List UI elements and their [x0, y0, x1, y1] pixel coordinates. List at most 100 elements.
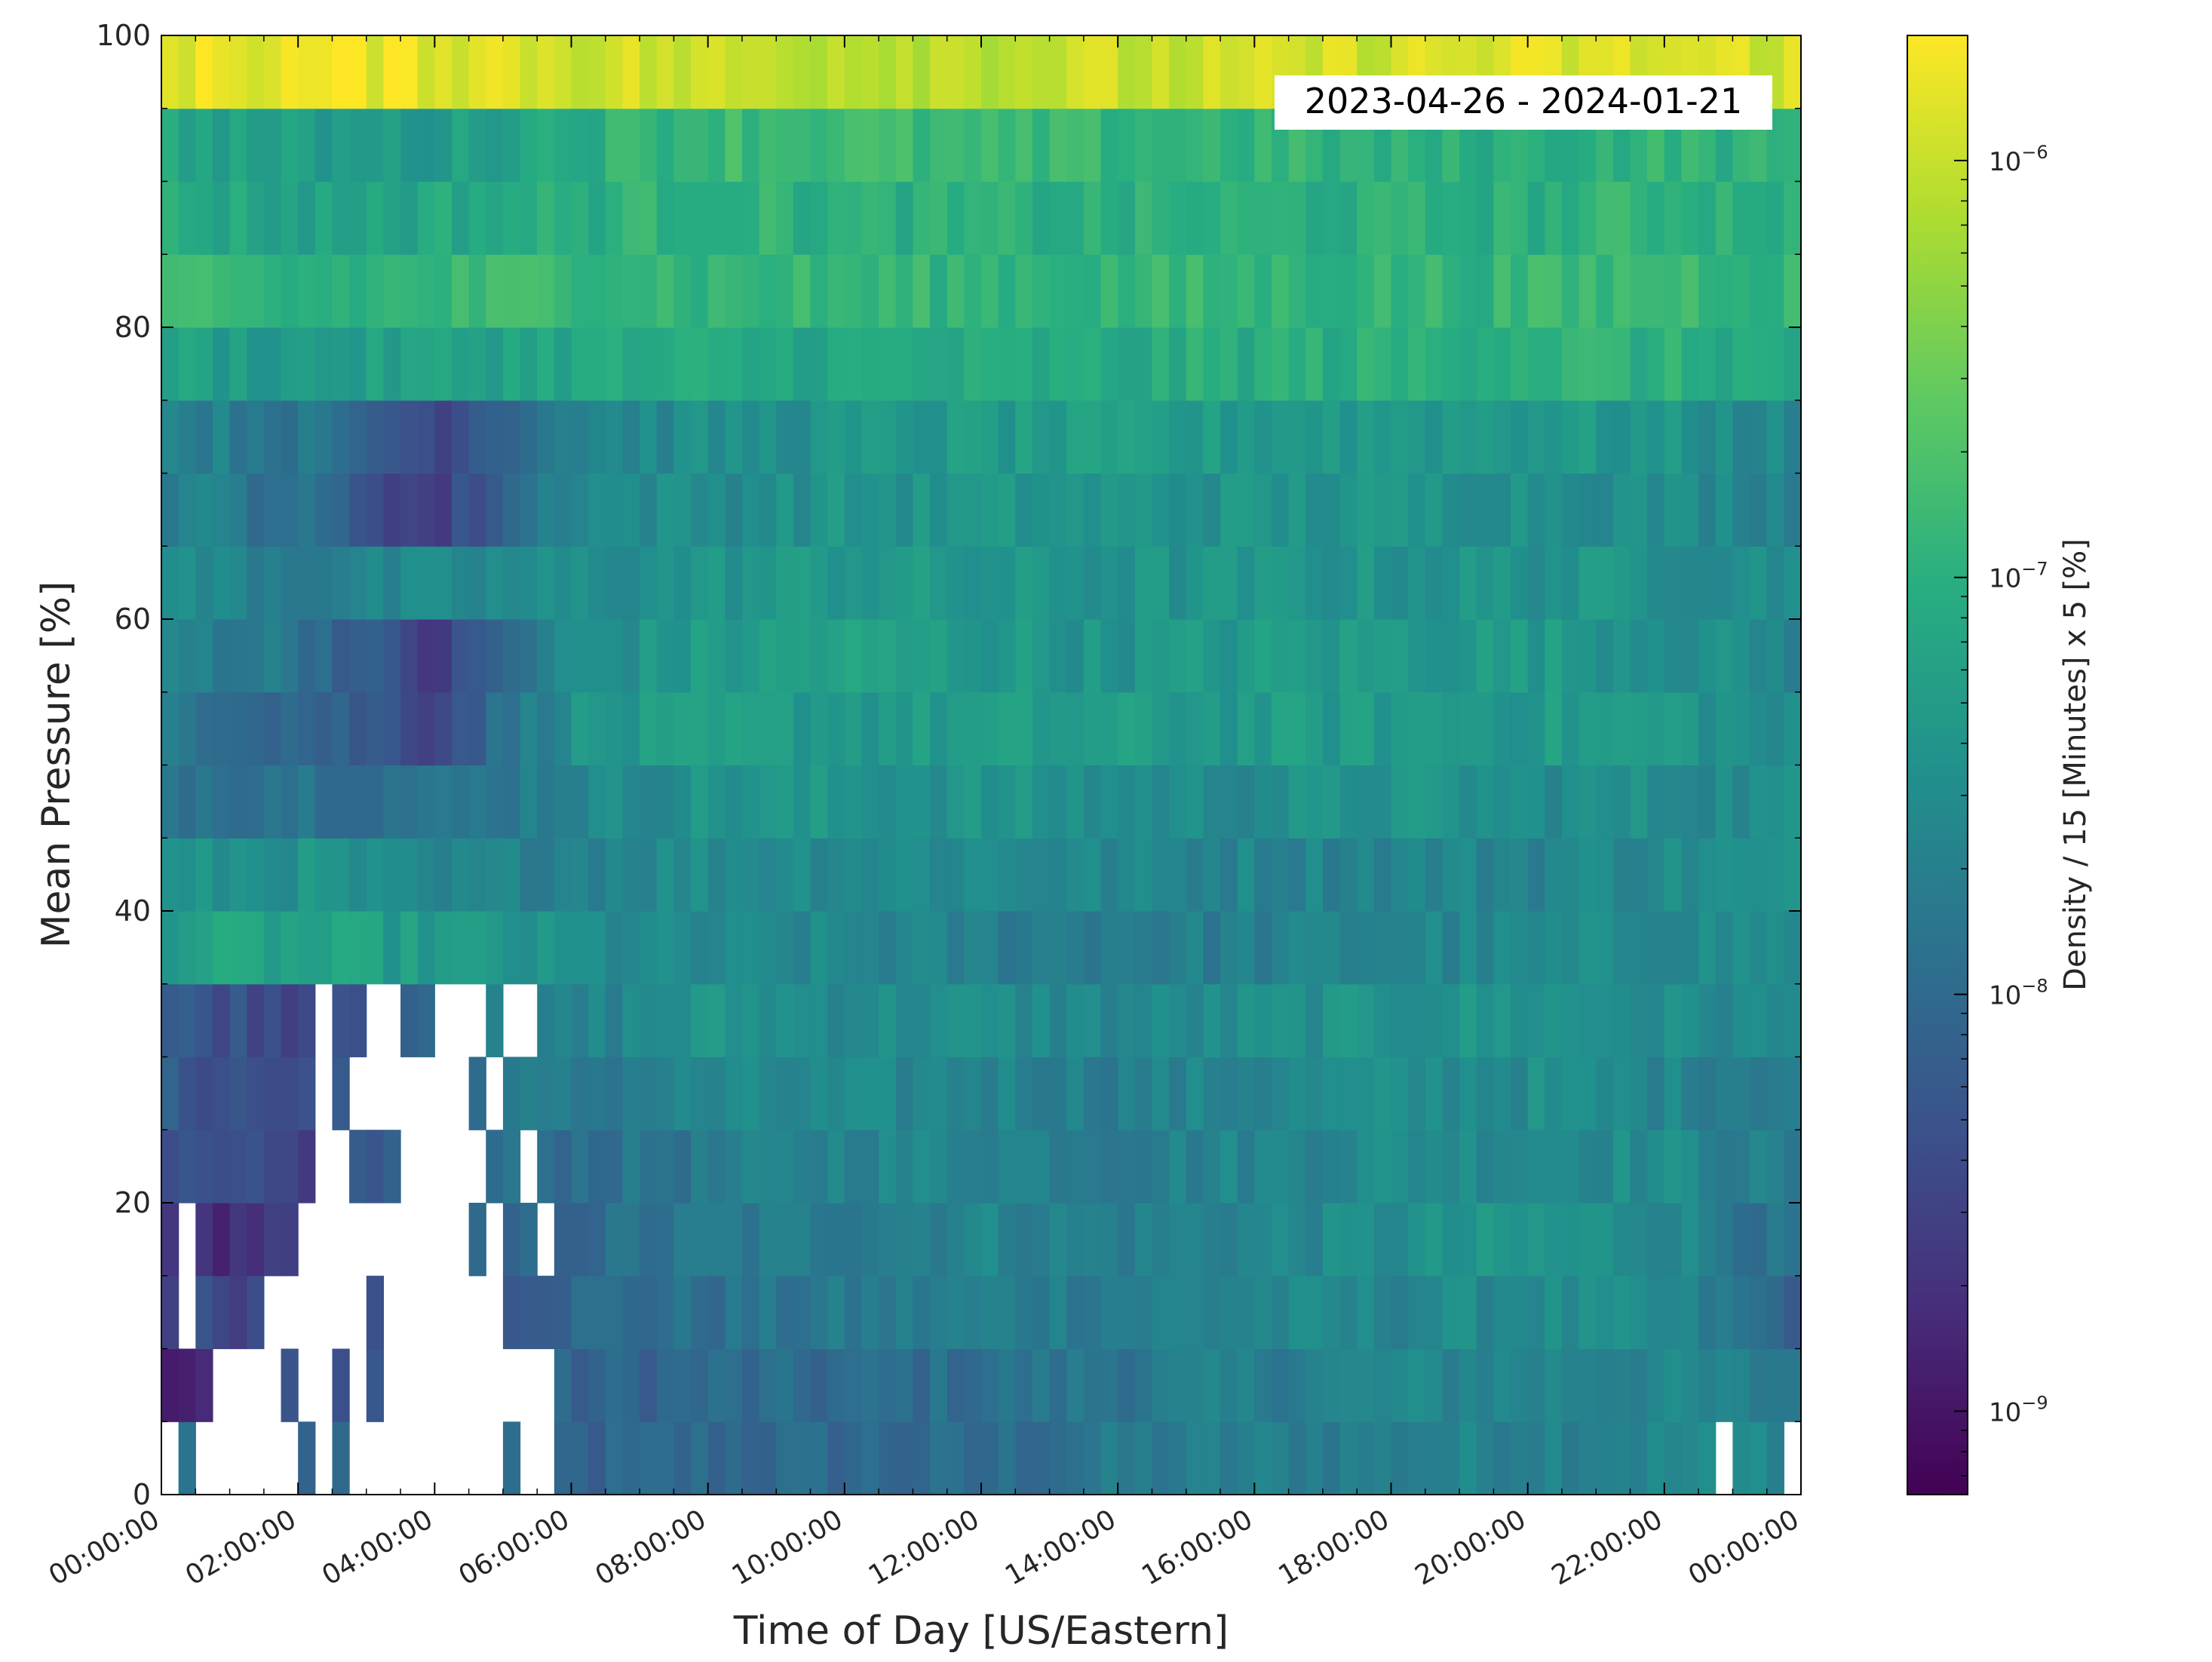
heatmap-cell	[332, 546, 350, 620]
heatmap-cell	[844, 838, 863, 912]
heatmap-cell	[520, 254, 538, 328]
heatmap-cell	[640, 108, 658, 182]
heatmap-cell	[1288, 983, 1306, 1058]
heatmap-cell	[451, 546, 470, 620]
heatmap-cell	[1647, 1421, 1665, 1495]
heatmap-cell	[1664, 400, 1683, 474]
heatmap-cell	[776, 254, 794, 328]
heatmap-cell	[776, 1203, 794, 1277]
heatmap-cell	[1066, 1348, 1085, 1422]
heatmap-cell	[417, 327, 435, 401]
heatmap-cell	[1288, 619, 1306, 693]
heatmap-cell	[1203, 1056, 1221, 1130]
heatmap-cell	[451, 838, 470, 912]
heatmap-cell	[1715, 765, 1734, 839]
heatmap-cell	[1511, 181, 1529, 255]
heatmap-cell	[1288, 546, 1306, 620]
heatmap-cell	[1220, 838, 1238, 912]
heatmap-cell	[656, 911, 674, 985]
heatmap-cell	[1152, 35, 1170, 109]
heatmap-cell	[400, 254, 419, 328]
heatmap-cell	[1784, 327, 1801, 401]
heatmap-cell	[1220, 35, 1238, 109]
heatmap-cell	[1750, 1421, 1768, 1495]
heatmap-cell	[349, 619, 367, 693]
heatmap-cell	[640, 181, 658, 255]
heatmap-cell	[502, 181, 521, 255]
heatmap-cell	[554, 181, 572, 255]
heatmap-cell	[263, 400, 282, 474]
heatmap-cell	[1237, 838, 1255, 912]
heatmap-cell	[981, 983, 999, 1058]
heatmap-cell	[946, 765, 965, 839]
heatmap-cell	[1630, 473, 1648, 547]
heatmap-cell	[571, 1056, 589, 1130]
heatmap-cell	[1545, 691, 1563, 766]
heatmap-cell	[195, 1275, 213, 1350]
heatmap-cell	[537, 1130, 555, 1204]
heatmap-cell	[383, 254, 401, 328]
heatmap-cell	[1664, 1203, 1683, 1277]
heatmap-cell	[622, 1056, 640, 1130]
heatmap-cell	[879, 1275, 897, 1350]
heatmap-cell	[1408, 473, 1426, 547]
heatmap-cell	[486, 838, 504, 912]
heatmap-cell	[1083, 838, 1102, 912]
heatmap-cell	[281, 983, 299, 1058]
date-range-annotation: 2023-04-26 - 2024-01-21	[1305, 81, 1743, 121]
heatmap-cell	[1732, 1275, 1750, 1350]
heatmap-cell	[1339, 546, 1358, 620]
heatmap-cell	[314, 765, 333, 839]
heatmap-cell	[1049, 473, 1067, 547]
heatmap-cell	[1118, 546, 1136, 620]
heatmap-cell	[1766, 1203, 1784, 1277]
heatmap-cell	[366, 838, 384, 912]
heatmap-cell	[1511, 400, 1529, 474]
heatmap-cell	[793, 1421, 811, 1495]
heatmap-cell	[1493, 1130, 1511, 1204]
heatmap-cell	[1186, 983, 1204, 1058]
heatmap-cell	[930, 983, 948, 1058]
heatmap-cell	[1134, 181, 1153, 255]
heatmap-cell	[1698, 400, 1717, 474]
heatmap-cell	[793, 546, 811, 620]
heatmap-cell	[1049, 911, 1067, 985]
heatmap-cell	[1391, 1130, 1409, 1204]
heatmap-cell	[673, 181, 692, 255]
heatmap-cell	[827, 473, 845, 547]
heatmap-cell	[707, 691, 726, 766]
heatmap-cell	[366, 1130, 384, 1204]
heatmap-cell	[827, 1203, 845, 1277]
heatmap-cell	[981, 327, 999, 401]
heatmap-cell	[1357, 691, 1375, 766]
heatmap-cell	[1066, 619, 1085, 693]
heatmap-cell	[930, 254, 948, 328]
heatmap-cell	[1408, 911, 1426, 985]
heatmap-cell	[861, 1421, 879, 1495]
heatmap-cell	[1118, 400, 1136, 474]
heatmap-cell	[588, 765, 606, 839]
heatmap-cell	[314, 35, 333, 109]
heatmap-cell	[1459, 1203, 1477, 1277]
heatmap-cell	[1049, 1056, 1067, 1130]
heatmap-cell	[451, 691, 470, 766]
heatmap-cell	[1750, 619, 1768, 693]
heatmap-cell	[844, 983, 863, 1058]
heatmap-cell	[776, 1056, 794, 1130]
heatmap-cell	[656, 1130, 674, 1204]
heatmap-cell	[1425, 254, 1443, 328]
x-tick-label: 02:00:00	[180, 1504, 302, 1591]
heatmap-cell	[879, 1130, 897, 1204]
heatmap-cell	[1049, 546, 1067, 620]
heatmap-cell	[1561, 327, 1580, 401]
heatmap-cell	[691, 1275, 709, 1350]
heatmap-cell	[486, 108, 504, 182]
heatmap-cell	[1134, 765, 1153, 839]
heatmap-cell	[1630, 1056, 1648, 1130]
heatmap-cell	[605, 1056, 624, 1130]
heatmap-cell	[964, 546, 982, 620]
heatmap-cell	[810, 35, 828, 109]
heatmap-cell	[434, 108, 453, 182]
heatmap-cell	[861, 1203, 879, 1277]
heatmap-cell	[1203, 327, 1221, 401]
